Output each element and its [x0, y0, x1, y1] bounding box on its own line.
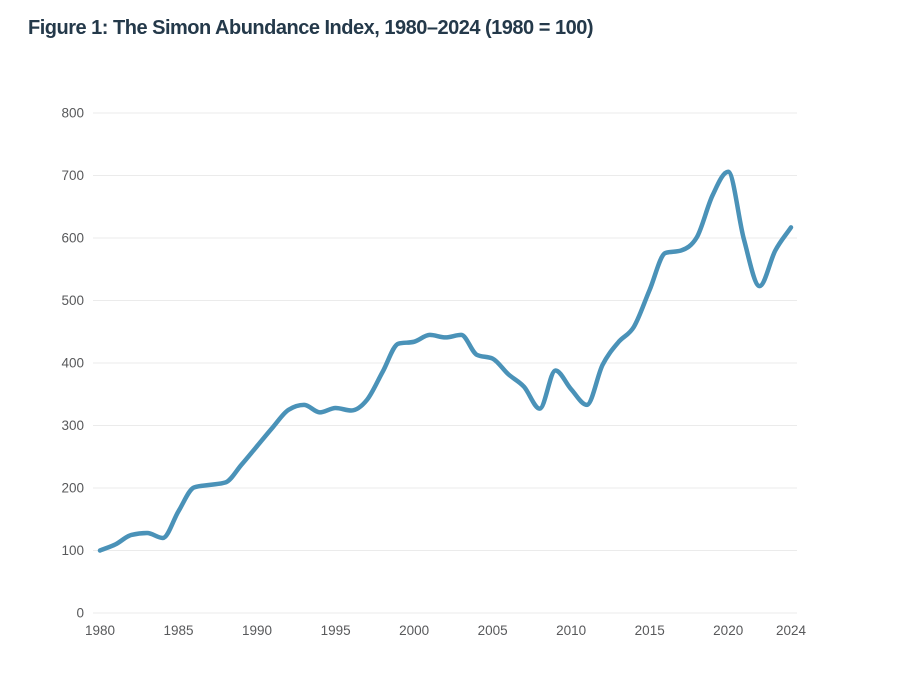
y-tick-label-0: 0	[76, 606, 84, 621]
x-tick-label-1985: 1985	[163, 623, 193, 638]
x-tick-label-1990: 1990	[242, 623, 272, 638]
y-tick-label-800: 800	[61, 106, 84, 121]
y-tick-label-500: 500	[61, 293, 84, 308]
x-tick-label-1980: 1980	[85, 623, 115, 638]
x-tick-label-2024: 2024	[776, 623, 807, 638]
x-tick-label-2005: 2005	[478, 623, 508, 638]
x-tick-label-1995: 1995	[321, 623, 351, 638]
y-tick-label-600: 600	[61, 231, 84, 246]
y-tick-label-700: 700	[61, 168, 84, 183]
y-tick-label-300: 300	[61, 418, 84, 433]
figure-title: Figure 1: The Simon Abundance Index, 198…	[28, 17, 594, 39]
index-line-series	[97, 169, 794, 553]
x-tick-label-2010: 2010	[556, 623, 586, 638]
x-tick-label-2020: 2020	[713, 623, 743, 638]
x-tick-label-2000: 2000	[399, 623, 429, 638]
y-tick-label-200: 200	[61, 481, 84, 496]
y-tick-label-400: 400	[61, 356, 84, 371]
x-tick-label-2015: 2015	[635, 623, 665, 638]
y-tick-label-100: 100	[61, 543, 84, 558]
